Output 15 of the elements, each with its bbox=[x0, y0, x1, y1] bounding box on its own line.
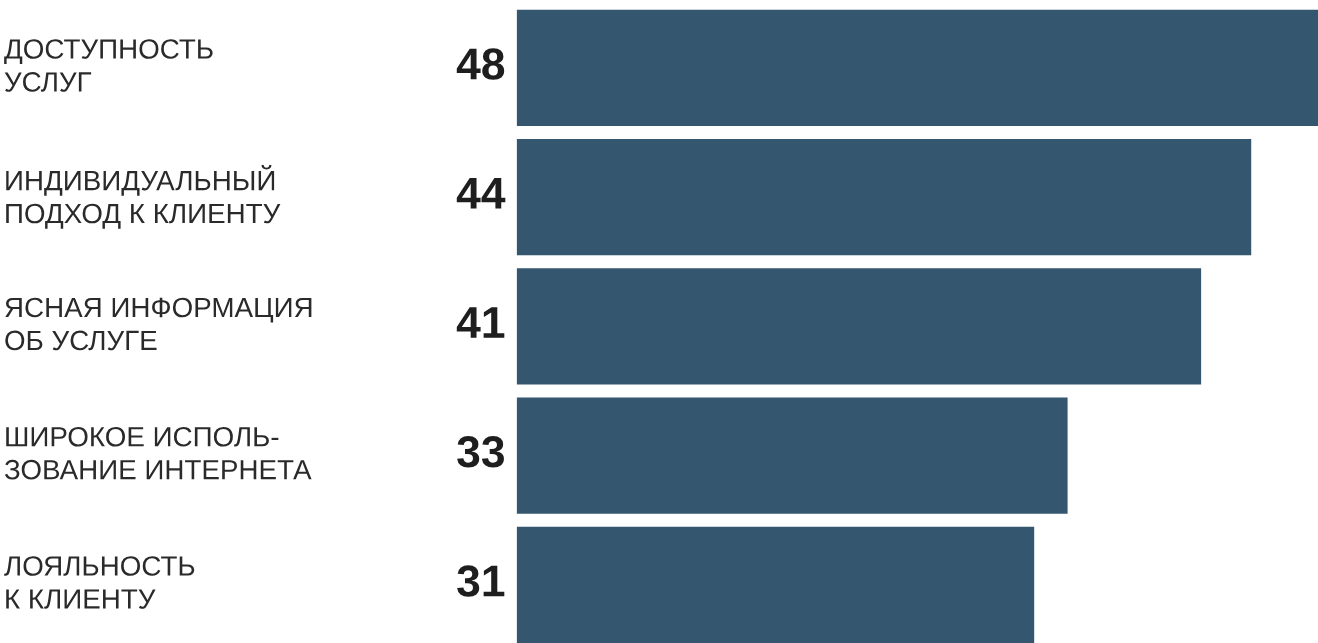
y-tick-label: ДОСТУПНОСТЬ УСЛУГ bbox=[4, 39, 213, 92]
data-label: 48 bbox=[456, 48, 505, 80]
data-label: 33 bbox=[457, 436, 504, 468]
bar bbox=[516, 268, 1202, 385]
bar bbox=[516, 138, 1252, 256]
bar bbox=[516, 9, 1318, 126]
data-label: 31 bbox=[457, 565, 505, 597]
data-label: 44 bbox=[456, 178, 506, 209]
data-label: 41 bbox=[456, 307, 505, 338]
bar bbox=[516, 526, 1035, 643]
y-tick-label: ЛОЯЛЬНОСТЬ К КЛИЕНТУ bbox=[4, 556, 195, 609]
bar bbox=[516, 397, 1068, 514]
y-tick-label: ШИРОКОЕ ИСПОЛЬ- ЗОВАНИЕ ИНТЕРНЕТА bbox=[4, 426, 312, 480]
y-tick-label: ИНДИВИДУАЛЬНЫЙ ПОДХОД К КЛИЕНТУ bbox=[6, 165, 281, 229]
y-tick-label: ЯСНАЯ ИНФОРМАЦИЯ ОБ УСЛУГЕ bbox=[5, 297, 312, 351]
